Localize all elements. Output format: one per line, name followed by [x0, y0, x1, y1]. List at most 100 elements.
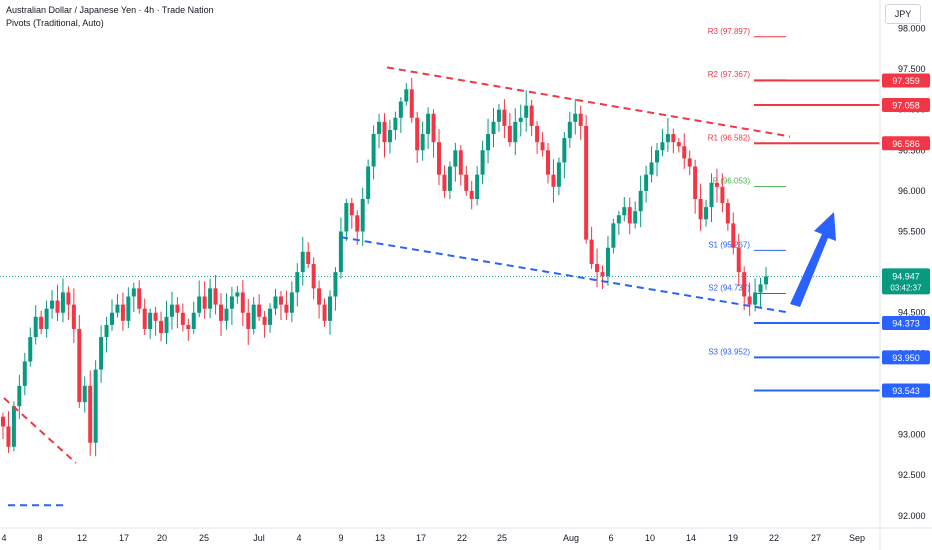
candle[interactable] [573, 113, 578, 122]
candle[interactable] [442, 174, 447, 191]
candle[interactable] [426, 113, 431, 135]
candle[interactable] [349, 203, 354, 216]
candle[interactable] [289, 292, 294, 313]
candle[interactable] [126, 296, 131, 321]
candle[interactable] [660, 142, 665, 151]
candle[interactable] [437, 142, 441, 175]
candle[interactable] [295, 272, 300, 293]
candle[interactable] [55, 300, 60, 313]
candle[interactable] [665, 134, 670, 143]
candle[interactable] [747, 296, 752, 305]
candle[interactable] [409, 89, 414, 118]
candle[interactable] [338, 231, 343, 273]
candle[interactable] [366, 166, 371, 200]
candle[interactable] [159, 320, 164, 334]
candle[interactable] [33, 316, 38, 338]
candle[interactable] [317, 288, 322, 305]
candle[interactable] [535, 125, 540, 143]
candle[interactable] [616, 215, 621, 224]
resistance-trendline[interactable] [386, 66, 791, 138]
candle[interactable] [278, 296, 283, 305]
candle[interactable] [224, 308, 229, 321]
candle[interactable] [393, 117, 398, 130]
candle[interactable] [507, 125, 512, 143]
candle[interactable] [93, 369, 98, 443]
candle[interactable] [1, 416, 5, 427]
candle[interactable] [60, 292, 65, 313]
candle[interactable] [137, 288, 142, 309]
candle[interactable] [219, 304, 223, 321]
candle[interactable] [720, 186, 725, 204]
candle[interactable] [622, 207, 627, 216]
candle[interactable] [186, 324, 191, 329]
candle[interactable] [371, 134, 376, 167]
candle[interactable] [469, 190, 474, 200]
candle[interactable] [578, 113, 583, 126]
candle[interactable] [257, 304, 262, 317]
candle[interactable] [513, 121, 518, 143]
candle[interactable] [682, 146, 687, 159]
candle[interactable] [431, 113, 436, 143]
candle[interactable] [28, 337, 33, 362]
candle[interactable] [611, 223, 616, 248]
candle[interactable] [11, 406, 16, 447]
candle[interactable] [595, 264, 600, 273]
candle[interactable] [404, 89, 409, 102]
candle[interactable] [110, 312, 114, 325]
candle[interactable] [693, 166, 698, 200]
candle[interactable] [99, 337, 104, 370]
candle[interactable] [496, 109, 501, 122]
candle[interactable] [704, 207, 709, 220]
candle[interactable] [120, 304, 125, 321]
early-resistance-trendline[interactable] [3, 397, 77, 464]
candle[interactable] [240, 292, 245, 313]
candle[interactable] [556, 162, 561, 187]
candle[interactable] [208, 288, 213, 309]
candle[interactable] [39, 316, 44, 329]
candle[interactable] [633, 211, 638, 224]
candle[interactable] [447, 166, 452, 191]
currency-button[interactable]: JPY [885, 4, 921, 24]
candle[interactable] [344, 203, 349, 232]
symbol-title[interactable]: Australian Dollar / Japanese Yen · 4h · … [6, 5, 214, 15]
candle[interactable] [529, 105, 534, 126]
candle[interactable] [235, 292, 240, 297]
candle[interactable] [709, 182, 714, 208]
candle[interactable] [742, 272, 747, 297]
candle[interactable] [753, 292, 758, 305]
candle[interactable] [714, 182, 719, 187]
candle[interactable] [567, 121, 572, 139]
candle[interactable] [213, 288, 218, 305]
candle[interactable] [300, 251, 305, 273]
candle[interactable] [540, 142, 545, 151]
candle[interactable] [66, 292, 71, 305]
candles[interactable] [1, 78, 768, 457]
candle[interactable] [758, 284, 763, 293]
candle[interactable] [627, 207, 632, 224]
candle[interactable] [638, 190, 643, 212]
candle[interactable] [191, 312, 196, 329]
candle[interactable] [164, 316, 169, 334]
candle[interactable] [197, 296, 202, 313]
candle[interactable] [584, 125, 589, 240]
candle[interactable] [268, 308, 273, 325]
candle[interactable] [377, 121, 382, 135]
candle[interactable] [649, 162, 654, 175]
candle[interactable] [415, 117, 420, 151]
candle[interactable] [202, 296, 207, 309]
candle[interactable] [725, 203, 730, 224]
candle[interactable] [44, 308, 49, 329]
candle[interactable] [17, 385, 22, 407]
candle[interactable] [355, 215, 360, 232]
up-arrow-icon[interactable] [790, 212, 836, 307]
candle[interactable] [562, 138, 567, 163]
candle[interactable] [6, 426, 11, 447]
candle[interactable] [77, 328, 82, 403]
candle[interactable] [229, 296, 234, 309]
up-arrow[interactable] [790, 212, 836, 307]
candle[interactable] [731, 223, 736, 248]
candle[interactable] [600, 272, 605, 277]
candle[interactable] [398, 101, 403, 118]
candle[interactable] [273, 296, 278, 309]
